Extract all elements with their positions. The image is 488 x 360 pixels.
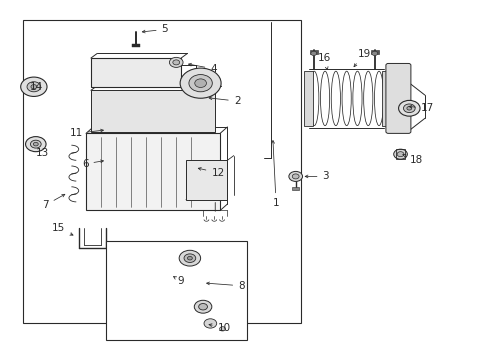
Text: 17: 17 [408,103,433,113]
Bar [132,44,140,47]
Text: 3: 3 [305,171,328,181]
Circle shape [292,174,299,179]
Circle shape [20,77,47,96]
Circle shape [310,51,316,55]
Bar [91,58,181,87]
Text: 18: 18 [402,154,422,165]
Circle shape [406,107,411,110]
Circle shape [194,79,206,87]
Text: 1: 1 [271,141,279,208]
Bar [86,134,220,211]
Bar [381,71,390,126]
Circle shape [371,51,377,55]
Bar [181,79,202,87]
Circle shape [288,171,302,181]
Text: 14: 14 [30,82,43,92]
Text: 16: 16 [317,53,330,69]
Bar [370,50,378,54]
Circle shape [198,303,207,310]
Text: 11: 11 [69,129,103,138]
Circle shape [25,136,46,152]
Circle shape [33,142,38,146]
Text: 10: 10 [208,323,230,333]
Bar [105,241,246,339]
Circle shape [398,100,419,116]
Circle shape [403,104,414,113]
Circle shape [194,300,211,313]
Circle shape [203,319,216,328]
Bar [310,50,317,54]
Circle shape [27,82,41,92]
Circle shape [172,60,179,65]
Text: 7: 7 [42,194,65,210]
Circle shape [31,85,37,89]
Circle shape [188,75,212,92]
Bar [91,90,215,132]
Bar [185,160,227,200]
Bar [395,149,405,159]
Circle shape [30,140,41,148]
Text: 8: 8 [206,281,244,291]
Circle shape [219,327,225,331]
Circle shape [396,152,403,157]
Circle shape [393,149,407,159]
Circle shape [179,250,200,266]
Text: 13: 13 [36,148,49,158]
Circle shape [169,57,183,67]
Bar [304,71,312,126]
Text: 6: 6 [81,159,103,169]
FancyBboxPatch shape [385,63,410,134]
Bar [292,187,299,190]
Text: 4: 4 [188,63,217,74]
Text: 15: 15 [52,224,73,235]
Text: 2: 2 [209,96,240,106]
Text: 19: 19 [353,49,370,67]
Circle shape [183,254,195,262]
Bar [22,21,300,323]
Circle shape [180,68,221,98]
Text: 5: 5 [142,24,168,35]
Text: 12: 12 [198,167,224,178]
Text: 9: 9 [173,276,184,286]
Circle shape [187,256,192,260]
